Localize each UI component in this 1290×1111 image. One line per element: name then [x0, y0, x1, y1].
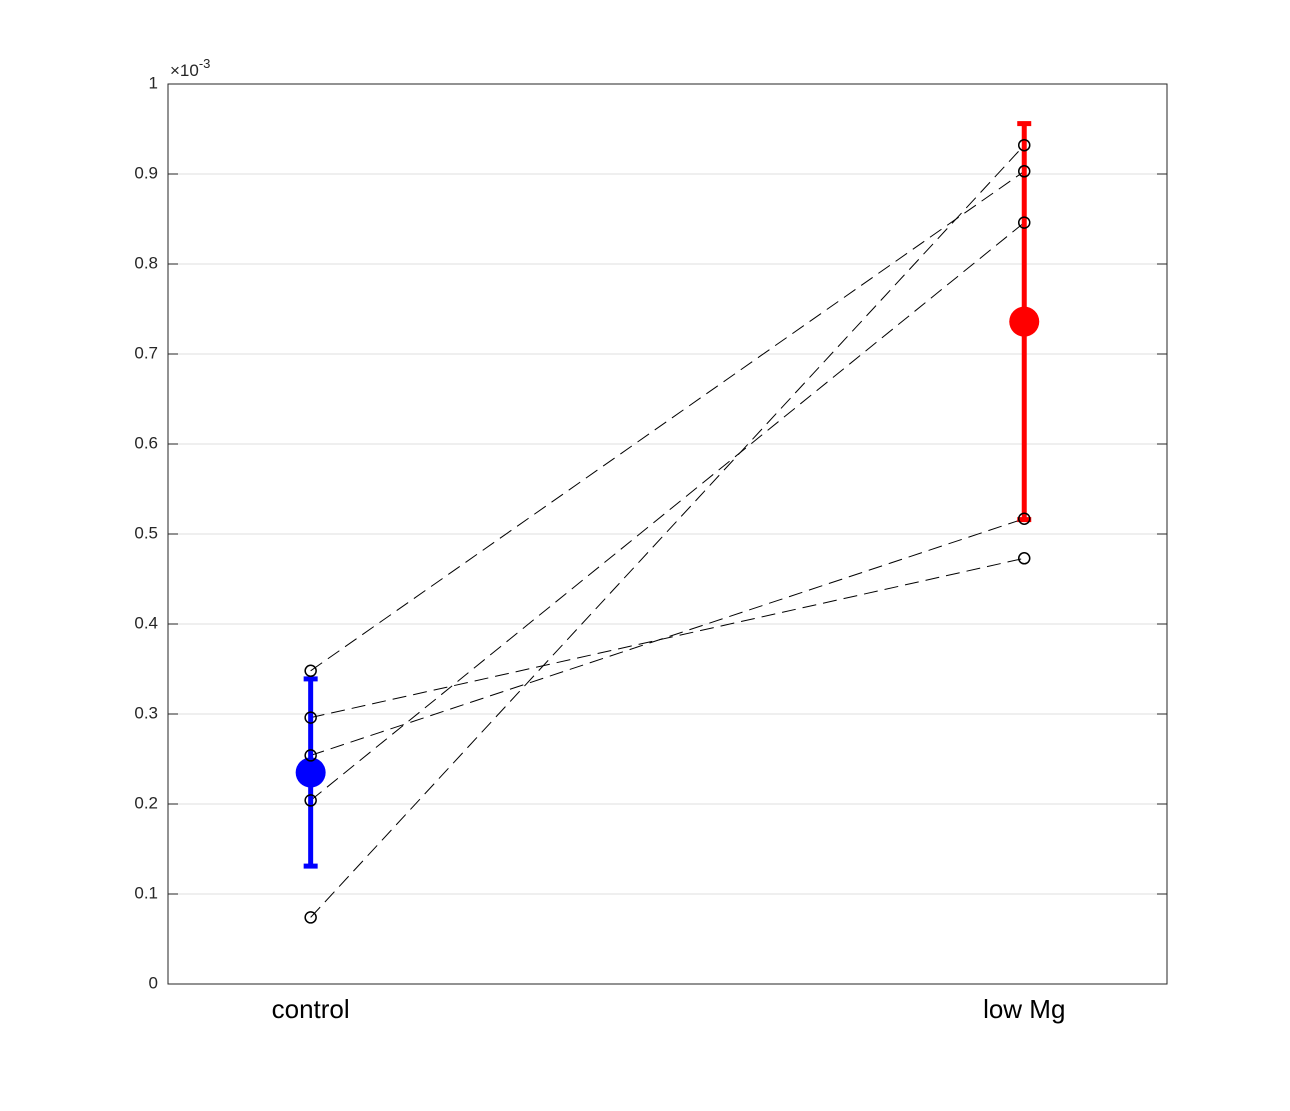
x-tick-label: control [272, 994, 350, 1024]
y-tick-label: 1 [149, 73, 158, 92]
data-point [1017, 512, 1031, 525]
y-tick-label: 0.5 [134, 523, 158, 542]
y-tick-label: 0.1 [134, 883, 158, 902]
pair-line [310, 222, 1025, 801]
data-point [1017, 216, 1031, 229]
y-tick-label: 0 [149, 973, 158, 992]
pair-line [310, 557, 1025, 719]
axis-multiplier: ×10-3 [170, 56, 210, 80]
data-point [1017, 165, 1031, 178]
mean-marker [1009, 306, 1040, 337]
mean-marker [295, 757, 326, 788]
x-tick-label: low Mg [983, 994, 1065, 1024]
axis-multiplier-exponent: -3 [199, 56, 211, 71]
y-tick-label: 0.4 [134, 613, 158, 632]
data-point [304, 911, 317, 924]
data-point [1017, 552, 1031, 565]
data-point [304, 794, 317, 807]
pair-line [310, 170, 1025, 672]
y-tick-label: 0.9 [134, 163, 158, 182]
axis-multiplier-base: ×10 [170, 61, 199, 80]
y-tick-label: 0.8 [134, 253, 158, 272]
data-point [304, 749, 317, 762]
pair-line [310, 144, 1025, 918]
data-point [304, 664, 317, 678]
y-tick-label: 0.6 [134, 433, 158, 452]
y-tick-label: 0.3 [134, 703, 158, 722]
data-point [1017, 138, 1031, 152]
data-point [304, 711, 317, 724]
y-tick-label: 0.7 [134, 343, 158, 362]
y-tick-label: 0.2 [134, 793, 158, 812]
plot-frame [167, 83, 1168, 985]
